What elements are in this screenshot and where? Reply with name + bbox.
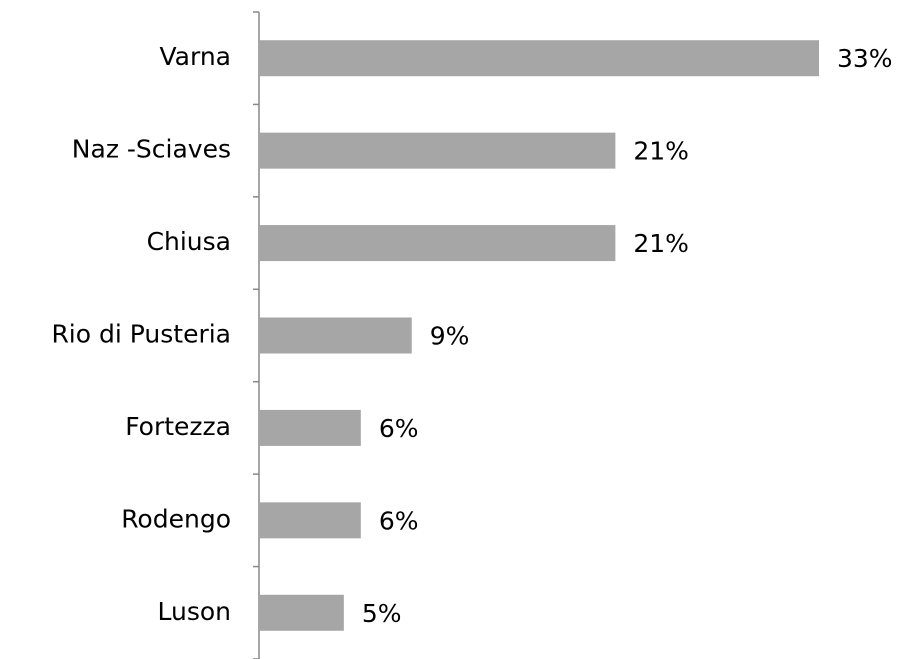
value-label: 5% xyxy=(362,599,402,628)
category-label: Fortezza xyxy=(125,412,231,441)
bar xyxy=(259,132,616,169)
category-label: Naz -Sciaves xyxy=(72,135,231,164)
bar xyxy=(259,502,361,539)
value-label: 9% xyxy=(430,322,470,351)
category-label: Chiusa xyxy=(147,227,231,256)
value-label: 21% xyxy=(633,137,689,166)
bar xyxy=(259,594,344,631)
value-label: 6% xyxy=(379,414,419,443)
category-label: Rodengo xyxy=(121,504,231,533)
value-label: 21% xyxy=(633,229,689,258)
bar xyxy=(259,317,412,354)
value-label: 6% xyxy=(379,506,419,535)
category-label: Luson xyxy=(158,597,232,626)
bar xyxy=(259,409,361,446)
bar xyxy=(259,225,616,262)
value-label: 33% xyxy=(837,44,893,73)
category-label: Rio di Pusteria xyxy=(51,320,231,349)
bar xyxy=(259,40,819,77)
category-label: Varna xyxy=(160,42,231,71)
